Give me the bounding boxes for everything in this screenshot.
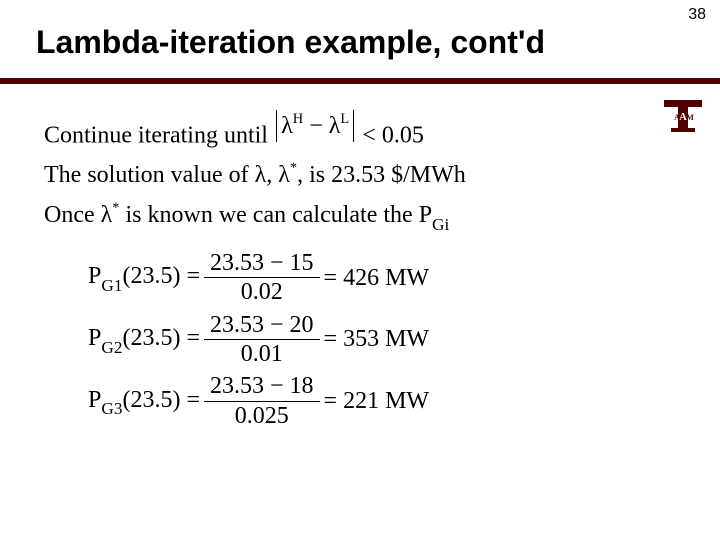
equation-pg2: PG2(23.5) = 23.53 − 20 0.01 = 353 MW [88,312,604,368]
text: is known we can calculate the P [119,202,432,228]
line-once: Once λ* is known we can calculate the PG… [44,200,604,233]
line-iterate: Continue iterating until λH − λL < 0.05 [44,110,604,150]
abs-expression: λH − λL [274,110,356,142]
svg-text:A: A [674,113,680,122]
equation-pg1: PG1(23.5) = 23.53 − 15 0.02 = 426 MW [88,250,604,306]
tamu-logo: A A M [662,98,704,132]
page-number: 38 [688,6,706,24]
text: Once [44,202,101,228]
slide: 38 Lambda-iteration example, cont'd A A … [0,0,720,540]
content-area: Continue iterating until λH − λL < 0.05 … [44,110,604,435]
threshold: 0.05 [382,122,424,148]
text: , is 23.53 $/MWh [297,162,466,188]
text: Continue iterating until [44,122,274,148]
line-solution: The solution value of λ, λ*, is 23.53 $/… [44,160,604,190]
equation-pg3: PG3(23.5) = 23.53 − 18 0.025 = 221 MW [88,373,604,429]
slide-title: Lambda-iteration example, cont'd [36,24,545,61]
svg-text:M: M [686,113,694,122]
sub-gi: Gi [432,215,449,234]
text: The solution value of [44,162,255,188]
title-underline [0,78,720,84]
lt-op: < [362,122,376,148]
